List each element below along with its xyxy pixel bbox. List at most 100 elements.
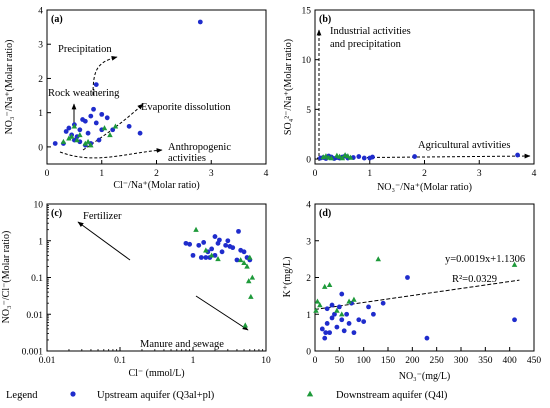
panel-d-upstream-point <box>322 335 328 341</box>
panel-d-x-tick-label: 150 <box>381 356 396 366</box>
panel-d-r-squared: R²=0.0329 <box>452 274 497 285</box>
panel-a-annotation-rock-weathering: Rock weathering <box>48 88 120 99</box>
panel-d-x-tick-label: 300 <box>454 356 469 366</box>
panel-a-x-tick-label: 2 <box>154 169 159 179</box>
panel-d-upstream-point <box>344 311 350 317</box>
panel-a-upstream-point <box>110 127 116 133</box>
panel-d-upstream-point <box>346 321 352 326</box>
panel-d-upstream-point <box>327 330 332 336</box>
panel-a-x-tick-label: 1 <box>99 169 104 179</box>
panel-d-upstream-point <box>351 330 357 336</box>
panel-d-upstream-point <box>339 291 345 297</box>
panel-b-downstream-point <box>339 155 346 161</box>
panel-c-frame <box>46 203 267 352</box>
panel-a-y-tick-label: 1 <box>38 109 43 119</box>
panel-b-downstream-point <box>345 153 351 159</box>
panel-d-upstream-point <box>424 335 430 341</box>
panel-c-y-tick-label: 0.01 <box>26 311 43 321</box>
legend-upstream-label: Upstream aquifer (Q3al+pl) <box>97 390 215 401</box>
panel-a-upstream-point <box>63 129 69 134</box>
panel-c-y-tick-label: 10 <box>34 201 44 211</box>
panel-c-manure-arrow <box>195 295 249 331</box>
panel-a-evaporite-arrow <box>82 103 144 151</box>
panel-a-annotation-anthropogenic: Anthropogenic <box>168 142 231 153</box>
legend-upstream-marker <box>70 391 76 397</box>
panel-a-downstream-point <box>85 138 91 144</box>
legend-downstream-label: Downstream aquifer (Q4l) <box>336 390 448 401</box>
panel-a-x-axis-label: Cl⁻/Na⁺(Molar ratio) <box>113 180 199 191</box>
panel-c-x-tick-label: 10 <box>261 356 271 366</box>
panel-c-y-tick-label: 1 <box>38 237 43 247</box>
panel-d-x-tick-label: 0 <box>313 356 318 366</box>
panel-d-x-tick-label: 450 <box>527 356 542 366</box>
legend: Legend Upstream aquifer (Q3al+pl) Downst… <box>6 390 448 401</box>
panel-d-label: (d) <box>319 208 331 219</box>
panel-c-y-tick-label: 0.1 <box>31 274 43 284</box>
panel-d-regression-line <box>314 279 520 310</box>
panel-d-upstream-point <box>512 317 517 323</box>
panel-d-y-tick-label: 0 <box>306 348 311 358</box>
panel-a-downstream-point <box>68 133 75 139</box>
panel-b-upstream-point <box>361 155 367 161</box>
panel-c-label: (c) <box>51 208 62 219</box>
panel-d-upstream-point <box>361 319 367 324</box>
panel-a-upstream-point <box>82 118 88 124</box>
panel-d-upstream-point <box>332 311 337 317</box>
legend-title: Legend <box>6 390 38 401</box>
panel-a-downstream-point <box>112 123 119 129</box>
panel-a-downstream-point <box>77 132 83 138</box>
panel-a-chart: 0 1 2 3 4 0 1 2 3 4 (a) Precipitation Rock weathe… <box>4 7 269 192</box>
panel-d-x-tick-label: 100 <box>357 356 372 366</box>
panel-b-y-tick-label: 10 <box>302 56 312 66</box>
panel-b-x-tick-label: 0 <box>313 169 318 179</box>
panel-d-upstream-point <box>356 317 362 323</box>
panel-d-downstream-point <box>334 307 340 313</box>
panel-b-y-axis-label: SO₄²⁻/Na⁺(Molar ratio) <box>283 39 294 135</box>
panel-d-frame <box>314 203 535 352</box>
panel-d-downstream-point <box>313 307 319 313</box>
panel-b-y-tick-label: 0 <box>306 156 311 166</box>
panel-d-downstream-point <box>346 298 352 304</box>
panel-c-downstream-point <box>241 259 247 266</box>
panel-b-upstream-point <box>370 154 375 160</box>
panel-b-annotation-agricultural: Agricultural avtivities <box>418 140 510 151</box>
panel-c-upstream-point <box>212 234 218 239</box>
panel-c-upstream-point <box>190 252 196 258</box>
panel-d-y-tick-label: 4 <box>306 201 311 211</box>
panel-b-upstream-point <box>412 154 418 159</box>
panel-d-upstream-point <box>371 311 376 317</box>
panel-c-upstream-point <box>209 246 215 252</box>
panel-a-annotation-precipitation: Precipitation <box>58 44 112 55</box>
panel-c-upstream-point <box>187 241 193 247</box>
panel-b-annotation-precipitation: and precipitation <box>330 39 402 50</box>
panel-c-upstream-point <box>223 242 229 248</box>
panel-d-x-axis-label: NO₃⁻(mg/L) <box>399 371 451 382</box>
panel-a-downstream-point <box>82 140 89 146</box>
panel-d-x-tick-label: 50 <box>335 356 345 366</box>
panel-a-annotation-activities: activities <box>168 153 206 164</box>
panel-b-upstream-point <box>515 152 520 158</box>
panel-c-downstream-point <box>247 254 253 260</box>
panel-a-upstream-point <box>99 111 105 117</box>
panel-d-equation: y=0.0019x+1.1306 <box>445 254 525 265</box>
panel-b-downstream-point <box>347 154 354 160</box>
panel-a-y-tick-label: 3 <box>38 41 43 51</box>
panel-b-x-axis-label: NO₃⁻/Na⁺(Molar ratio) <box>377 182 472 193</box>
panel-c-upstream-point <box>241 249 247 255</box>
panel-c-x-tick-label: 1 <box>191 356 196 366</box>
panel-c-downstream-point <box>208 252 215 258</box>
panel-c-upstream-point <box>225 238 231 244</box>
panel-a-y-tick-label: 2 <box>38 75 43 85</box>
panel-c-downstream-point <box>245 278 252 284</box>
panel-c-downstream-point <box>242 322 249 328</box>
panel-d-downstream-point <box>351 296 357 302</box>
panel-a-upstream-point <box>93 120 99 126</box>
panel-c-annotation-manure: Manure and sewage <box>140 339 224 350</box>
panel-c-upstream-point <box>183 240 189 246</box>
panel-a-upstream-point <box>104 115 110 121</box>
panel-c-downstream-point <box>203 247 209 253</box>
panel-b-upstream-point <box>356 154 362 159</box>
panel-a-y-axis-label: NO₃⁻/Na⁺(Molar ratio) <box>4 40 15 135</box>
